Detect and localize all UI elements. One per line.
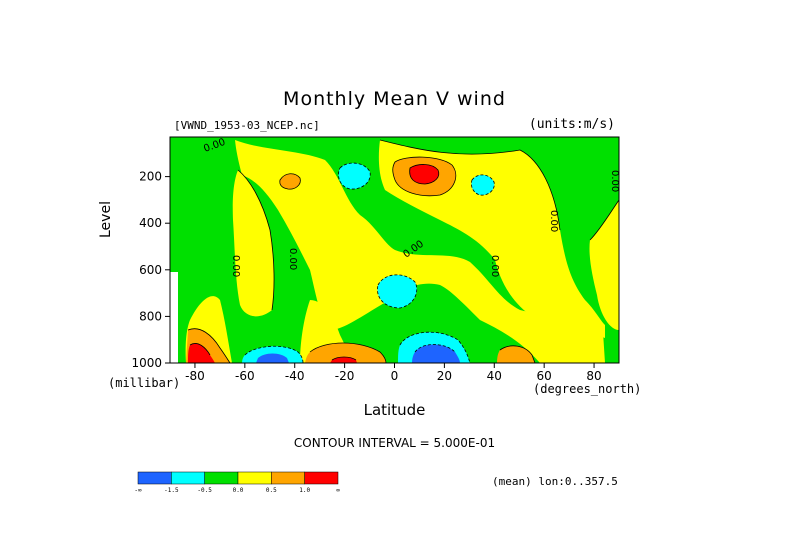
x-axis-unit: (degrees_north) xyxy=(533,382,642,396)
positive-field xyxy=(235,140,605,363)
x-tick-label: 0 xyxy=(391,369,399,383)
colorbar-label: -∞ xyxy=(134,487,142,494)
contour-label: 0.00 xyxy=(230,255,241,277)
colorbar-label: ∞ xyxy=(336,487,340,494)
negative-field xyxy=(377,274,417,308)
units-label: (units:m/s) xyxy=(528,117,615,132)
colorbar-swatch xyxy=(171,471,205,485)
negative-contour-lines xyxy=(244,162,495,363)
y-axis-label: Level xyxy=(98,201,114,238)
negative-field xyxy=(338,163,371,190)
positive-field xyxy=(188,343,215,363)
colorbar-label: -1.5 xyxy=(164,487,179,494)
positive-field xyxy=(232,170,275,317)
contour-lines xyxy=(187,139,619,363)
y-tick-label: 600 xyxy=(139,263,162,277)
negative-field xyxy=(412,344,460,363)
colorbar-swatch xyxy=(237,471,272,485)
negative-field xyxy=(256,353,289,363)
y-tick-label: 400 xyxy=(139,216,162,230)
colorbar-label: -0.5 xyxy=(197,487,212,494)
colorbar xyxy=(137,471,339,485)
x-tick-label: 80 xyxy=(586,369,601,383)
negative-field xyxy=(471,174,495,196)
colorbar-swatch xyxy=(304,471,339,485)
colorbar-swatch xyxy=(137,471,172,485)
positive-field xyxy=(305,343,386,363)
x-tick-label: -60 xyxy=(235,369,255,383)
x-tick-label: -80 xyxy=(185,369,205,383)
x-tick-label: 60 xyxy=(537,369,552,383)
y-axis: 200 400 600 800 1000 xyxy=(131,170,170,370)
x-tick-label: 20 xyxy=(437,369,452,383)
contour-interval-note: CONTOUR INTERVAL = 5.000E-01 xyxy=(293,436,496,450)
x-axis: -80 -60 -40 -20 0 20 40 60 80 xyxy=(185,363,602,383)
contour-label: 0.00 xyxy=(548,210,559,232)
positive-field xyxy=(409,164,439,184)
y-axis-unit: (millibar) xyxy=(108,376,181,390)
colorbar-label: 0.5 xyxy=(265,487,277,494)
y-tick-label: 800 xyxy=(139,309,162,323)
contour-label: 0.00 xyxy=(287,248,298,270)
positive-field xyxy=(279,173,301,190)
colorbar-label: 0.0 xyxy=(232,487,244,494)
contour-label: 0.00 xyxy=(489,255,500,277)
positive-field xyxy=(330,357,357,363)
colorbar-swatch xyxy=(204,471,239,485)
missing-data-field xyxy=(170,272,178,363)
colorbar-label: 1.0 xyxy=(299,487,311,494)
positive-field xyxy=(497,345,535,363)
mean-note: (mean) lon:0..357.5 xyxy=(492,475,618,488)
y-tick-label: 200 xyxy=(139,170,162,184)
contour-fields xyxy=(170,137,619,363)
dataset-label: [VWND_1953-03_NCEP.nc] xyxy=(174,119,320,132)
chart-title: Monthly Mean V wind xyxy=(283,88,506,110)
contour-label: 0.00 xyxy=(609,170,620,192)
x-tick-label: -20 xyxy=(335,369,355,383)
x-axis-label: Latitude xyxy=(363,401,426,419)
colorbar-swatch xyxy=(271,471,305,485)
x-tick-label: -40 xyxy=(285,369,305,383)
x-tick-label: 40 xyxy=(487,369,502,383)
y-tick-label: 1000 xyxy=(131,356,162,370)
